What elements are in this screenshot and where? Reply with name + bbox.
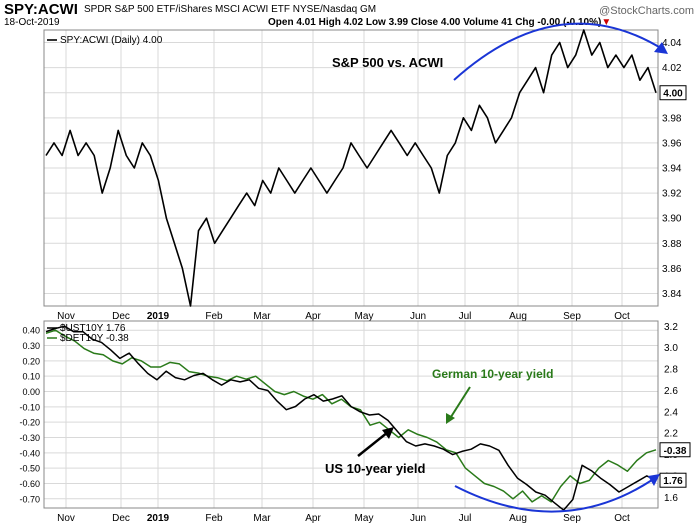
- high-value: High 4.02: [318, 17, 364, 28]
- bottom-right-tick-label: 3.0: [664, 343, 678, 354]
- symbol-title: SPY:ACWI: [4, 1, 78, 18]
- bottom-left-tick-label: -0.70: [19, 494, 40, 504]
- chart-header: SPY:ACWI SPDR S&P 500 ETF/iShares MSCI A…: [0, 0, 700, 30]
- bottom-arc-arrowhead: [648, 474, 660, 486]
- det10y-last-value-box: [659, 442, 691, 458]
- symbol-description: SPDR S&P 500 ETF/iShares MSCI ACWI ETF N…: [84, 4, 377, 15]
- top-last-value-box: [659, 85, 687, 101]
- top-ytick-label: 3.98: [662, 113, 682, 124]
- close-value: Close 4.00: [410, 17, 461, 28]
- bottom-left-tick-label: 0.20: [22, 356, 40, 366]
- ust10y-last-value-label: 1.76: [663, 476, 683, 487]
- top-xtick-label: Apr: [305, 311, 321, 322]
- top-ytick-label: 3.94: [662, 164, 682, 175]
- bottom-left-tick-label: -0.60: [19, 479, 40, 489]
- top-ytick-label: 3.96: [662, 138, 682, 149]
- bottom-right-tick-label: 1.6: [664, 493, 678, 504]
- change-value: Chg -0.00 (-0.10%): [515, 17, 602, 28]
- top-xtick-label: Sep: [563, 311, 581, 322]
- stockcharts-logo: @StockCharts.com: [599, 5, 694, 17]
- bottom-left-tick-label: -0.50: [19, 464, 40, 474]
- german-annotation-arrow: [448, 386, 471, 421]
- chart-date: 18-Oct-2019: [4, 17, 60, 28]
- german-yield-annotation: German 10-year yield: [432, 367, 553, 381]
- top-xtick-label: Aug: [509, 311, 527, 322]
- top-xtick-label: Jun: [410, 311, 426, 322]
- open-value: Open 4.01: [268, 17, 316, 28]
- bottom-right-tick-label: 2.4: [664, 407, 678, 418]
- bottom-xtick-label: Dec: [112, 513, 130, 524]
- bottom-xtick-label: May: [355, 513, 374, 524]
- det10y-legend-label: $DET10Y -0.38: [60, 333, 129, 344]
- top-xtick-label: Mar: [253, 311, 271, 322]
- bottom-left-tick-label: 0.30: [22, 341, 40, 351]
- bottom-xtick-label: Feb: [205, 513, 223, 524]
- top-arc-arrow: [453, 22, 665, 81]
- ust10y-legend-label: $UST10Y 1.76: [60, 323, 126, 334]
- top-xtick-label: Feb: [205, 311, 223, 322]
- bottom-xtick-label: Aug: [509, 513, 527, 524]
- us-annotation-arrowhead: [382, 427, 394, 439]
- bottom-right-tick-label: 2.6: [664, 386, 678, 397]
- bottom-left-tick-label: -0.30: [19, 433, 40, 443]
- det10y-last-value-label: -0.38: [664, 446, 687, 457]
- top-last-value-label: 4.00: [663, 89, 683, 100]
- bottom-left-tick-label: 0.10: [22, 372, 40, 382]
- top-ytick-label: 3.90: [662, 214, 682, 225]
- us-annotation-arrow: [357, 431, 389, 457]
- bottom-xtick-label: Mar: [253, 513, 271, 524]
- bottom-right-tick-label: 3.2: [664, 322, 678, 333]
- us-10y-series-line: [45, 325, 657, 511]
- bottom-left-tick-label: -0.10: [19, 402, 40, 412]
- down-triangle-icon: ▼: [601, 17, 612, 28]
- bottom-left-tick-label: -0.40: [19, 448, 40, 458]
- bottom-left-tick-label: 0.00: [22, 387, 40, 397]
- top-legend-label: SPY:ACWI (Daily) 4.00: [60, 35, 163, 46]
- top-xtick-label: May: [355, 311, 374, 322]
- top-xtick-label: Oct: [614, 311, 630, 322]
- top-ytick-label: 3.84: [662, 289, 682, 300]
- bottom-right-tick-label: 2.8: [664, 365, 678, 376]
- bottom-xtick-label: 2019: [147, 513, 170, 524]
- volume-value: Volume 41: [463, 17, 513, 28]
- top-xtick-label: Nov: [57, 311, 75, 322]
- ust10y-last-value-box: [659, 472, 687, 488]
- top-ytick-label: 3.92: [662, 189, 682, 200]
- bottom-panel-frame: [43, 320, 659, 509]
- sp500-vs-acwi-annotation: S&P 500 vs. ACWI: [332, 55, 443, 70]
- top-xtick-label: Jul: [459, 311, 472, 322]
- bottom-xtick-label: Oct: [614, 513, 630, 524]
- spy-acwi-series-line: [45, 29, 657, 307]
- low-value: Low 3.99: [365, 17, 409, 28]
- top-xtick-label: 2019: [147, 311, 170, 322]
- top-ytick-label: 4.02: [662, 63, 682, 74]
- us-yield-annotation: US 10-year yield: [325, 461, 426, 476]
- bottom-left-tick-label: 0.40: [22, 326, 40, 336]
- top-panel-frame: [43, 29, 659, 307]
- top-xtick-label: Dec: [112, 311, 130, 322]
- top-arc-arrowhead: [654, 42, 668, 54]
- ohlc-readout: Open 4.01 High 4.02 Low 3.99 Close 4.00 …: [268, 17, 611, 28]
- bottom-xtick-label: Sep: [563, 513, 581, 524]
- german-10y-series-line: [45, 329, 657, 503]
- bottom-xtick-label: Nov: [57, 513, 75, 524]
- bottom-xtick-label: Apr: [305, 513, 321, 524]
- german-annotation-arrowhead: [446, 413, 455, 424]
- bottom-xtick-label: Jul: [459, 513, 472, 524]
- top-ytick-label: 3.86: [662, 264, 682, 275]
- bottom-xtick-label: Jun: [410, 513, 426, 524]
- bottom-left-tick-label: -0.20: [19, 418, 40, 428]
- bottom-arc-arrow: [454, 479, 653, 513]
- top-ytick-label: 4.04: [662, 38, 682, 49]
- bottom-right-tick-label: 2.2: [664, 429, 678, 440]
- top-ytick-label: 3.88: [662, 239, 682, 250]
